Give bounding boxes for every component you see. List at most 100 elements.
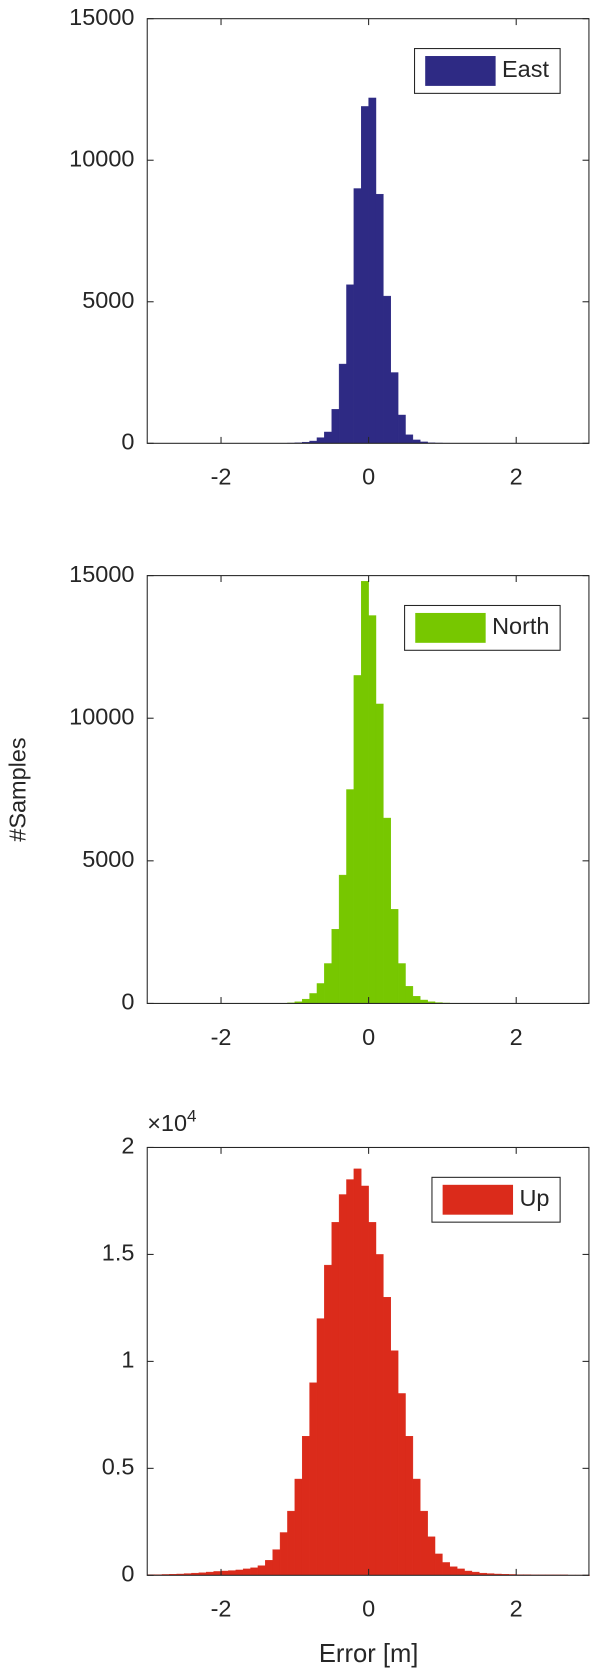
histogram-bar xyxy=(464,1570,473,1576)
x-tick-label: 2 xyxy=(510,464,523,490)
legend-swatch xyxy=(425,56,496,86)
histogram-bar xyxy=(368,1222,377,1576)
x-tick-label: 2 xyxy=(510,1024,523,1050)
histogram-bar xyxy=(324,1264,332,1576)
histogram-bar xyxy=(390,909,399,1004)
histogram-bar xyxy=(338,1194,347,1576)
y-tick-label: 0.5 xyxy=(102,1454,135,1480)
y-tick-label: 5000 xyxy=(82,287,134,313)
y-tick-label: 0 xyxy=(121,429,134,455)
y-axis-label: #Samples xyxy=(4,737,30,841)
histogram-bar xyxy=(449,1566,458,1576)
histogram-bar xyxy=(301,998,310,1004)
x-tick-label: -2 xyxy=(211,1024,232,1050)
legend-label: Up xyxy=(519,1185,549,1211)
histogram-bar xyxy=(375,1254,384,1576)
histogram-bar xyxy=(331,929,340,1004)
y-tick-label: 5000 xyxy=(82,846,134,872)
histogram-bar xyxy=(397,414,406,444)
x-tick-label: 2 xyxy=(510,1596,523,1622)
x-tick-label: 0 xyxy=(362,464,375,490)
histogram-bar xyxy=(331,1222,340,1576)
y-tick-label: 10000 xyxy=(69,703,134,729)
y-exponent-power: 4 xyxy=(187,1106,197,1125)
histogram-bar xyxy=(353,1168,362,1576)
x-axis-label: Error [m] xyxy=(319,1640,419,1668)
histogram-bar xyxy=(331,409,340,444)
y-tick-label: 2 xyxy=(121,1133,134,1159)
histogram-bar xyxy=(346,1179,355,1576)
legend-swatch xyxy=(442,1184,514,1215)
histogram-bar xyxy=(405,1436,414,1576)
histogram-bar xyxy=(383,1296,391,1576)
histogram-bar xyxy=(309,1382,318,1576)
histogram-bar xyxy=(324,431,332,444)
histogram-bar xyxy=(442,1562,451,1576)
histogram-bar xyxy=(368,615,377,1004)
histogram-bar xyxy=(213,1571,222,1576)
legend: Up xyxy=(431,1176,561,1223)
histogram-bar xyxy=(390,372,399,444)
x-tick-label: -2 xyxy=(211,464,232,490)
histogram-bar xyxy=(397,1393,406,1576)
histogram-bar xyxy=(383,817,391,1004)
y-tick-label: 10000 xyxy=(69,145,134,171)
histogram-bar xyxy=(242,1568,251,1576)
histogram-bar xyxy=(316,437,325,444)
histogram-bar xyxy=(250,1567,259,1576)
histogram-bar xyxy=(361,106,369,444)
histogram-bar xyxy=(309,993,318,1004)
histogram-bar xyxy=(368,97,377,444)
histogram-bar xyxy=(397,963,406,1004)
y-exponent: ×104 xyxy=(147,1106,196,1136)
histogram-bar xyxy=(228,1570,236,1576)
histogram-bar xyxy=(220,1570,229,1576)
histogram-bar xyxy=(456,1568,465,1576)
histogram-bar xyxy=(265,1560,273,1576)
histogram-bar xyxy=(338,363,347,444)
legend-label: East xyxy=(502,56,549,82)
legend: North xyxy=(404,604,561,651)
histogram-bar xyxy=(361,581,369,1004)
histogram-bar xyxy=(346,284,355,444)
histogram-bar xyxy=(361,1185,369,1576)
legend-label: North xyxy=(492,613,549,639)
histogram-bar xyxy=(346,789,355,1004)
histogram-bar xyxy=(279,1532,288,1576)
x-tick-label: -2 xyxy=(211,1596,232,1622)
histogram-bar xyxy=(301,1436,310,1576)
histogram-bar xyxy=(287,1510,296,1576)
histogram-bar xyxy=(353,188,362,444)
legend: East xyxy=(413,48,561,94)
y-tick-label: 1.5 xyxy=(102,1240,135,1266)
histogram-bar xyxy=(375,703,384,1004)
y-tick-label: 15000 xyxy=(69,4,134,30)
y-exponent-base: ×10 xyxy=(147,1110,187,1136)
histogram-bar xyxy=(316,1318,325,1576)
histogram-bar xyxy=(405,434,414,444)
legend-swatch xyxy=(415,612,486,643)
histogram-bar xyxy=(316,983,325,1004)
histogram-bar xyxy=(235,1569,244,1576)
histogram-bar xyxy=(353,675,362,1004)
histogram-bar xyxy=(338,874,347,1004)
histogram-bar xyxy=(324,963,332,1004)
histogram-bar xyxy=(420,1510,428,1576)
histogram-bar xyxy=(272,1549,281,1576)
histogram-bar xyxy=(412,1478,421,1576)
histogram-bar xyxy=(390,1350,399,1576)
histogram-bar xyxy=(375,193,384,444)
histogram-bar xyxy=(405,986,414,1004)
histogram-bar xyxy=(427,1536,436,1576)
histogram-bar xyxy=(294,1478,303,1576)
y-tick-label: 0 xyxy=(121,1561,134,1587)
y-tick-label: 15000 xyxy=(69,561,134,587)
x-tick-label: 0 xyxy=(362,1596,375,1622)
y-tick-label: 1 xyxy=(121,1347,134,1373)
y-tick-label: 0 xyxy=(121,989,134,1015)
x-tick-label: 0 xyxy=(362,1024,375,1050)
histogram-bar xyxy=(412,996,421,1004)
histogram-bar xyxy=(434,1553,443,1576)
histogram-bar xyxy=(257,1565,266,1576)
